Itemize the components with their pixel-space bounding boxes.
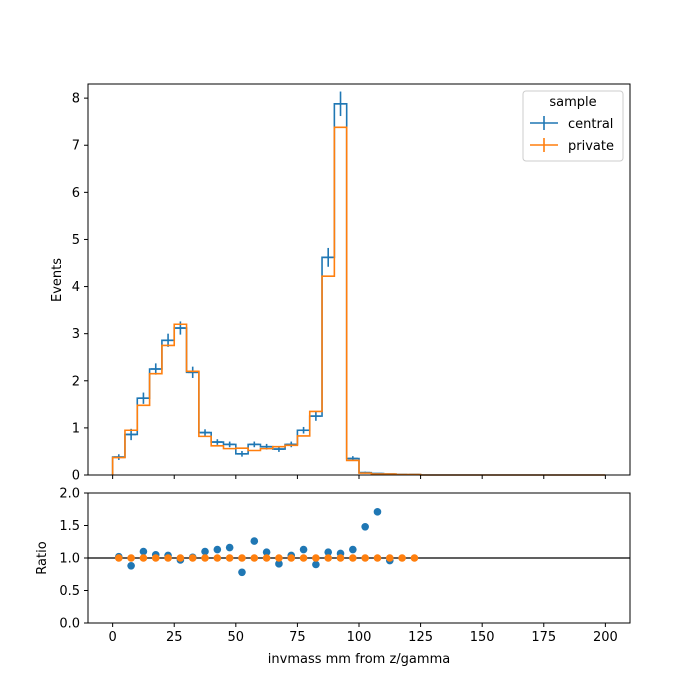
ratio-x-tick-label: 150: [470, 630, 495, 645]
legend-entry-private: private: [530, 138, 614, 154]
ratio-point-central: [127, 562, 135, 570]
ratio-point-central: [299, 545, 308, 554]
ratio-point-central: [238, 568, 246, 577]
ratio-point-central: [361, 523, 369, 531]
main-y-tick-label: 4: [72, 280, 80, 295]
ratio-x-tick-label: 50: [228, 630, 245, 645]
ratio-y-tick-label: 1.5: [59, 519, 80, 534]
ratio-point-private: [213, 554, 222, 562]
ratio-point-private: [275, 554, 283, 562]
ratio-point-private: [324, 554, 333, 562]
ratio-point-private: [250, 554, 259, 562]
ratio-point-private: [361, 554, 369, 562]
main-y-tick-label: 8: [72, 92, 80, 107]
ratio-point-central: [201, 547, 209, 556]
ratio-point-private: [201, 554, 209, 562]
ratio-y-tick-label: 1.0: [59, 552, 80, 567]
main-plot-marks: [111, 91, 606, 476]
main-y-tick-label: 6: [72, 186, 80, 201]
ratio-point-private: [139, 554, 148, 562]
ratio-point-private: [336, 554, 345, 562]
ratio-point-central: [275, 560, 283, 568]
main-y-axis-label: Events: [50, 258, 65, 302]
main-y-tick-label: 2: [72, 374, 80, 389]
ratio-point-private: [225, 554, 234, 562]
main-x-axis: [112, 475, 606, 479]
ratio-point-central: [213, 545, 222, 554]
ratio-point-central: [349, 545, 357, 554]
legend-entry-central: central: [530, 116, 613, 132]
ratio-x-axis: 0 25 50 75 100 125 150 175 200: [108, 623, 618, 645]
ratio-point-central: [250, 537, 259, 545]
ratio-x-tick-label: 100: [347, 630, 372, 645]
ratio-y-axis-label: Ratio: [35, 541, 50, 574]
ratio-point-private: [151, 554, 160, 562]
x-axis-label: invmass mm from z/gamma: [268, 652, 450, 667]
histogram-step-private: [111, 126, 606, 476]
ratio-point-central: [324, 548, 333, 556]
ratio-y-tick-label: 2.0: [59, 487, 80, 502]
ratio-point-central: [225, 543, 234, 552]
main-y-tick-label: 0: [72, 469, 80, 484]
ratio-point-private: [287, 554, 296, 562]
ratio-point-private: [349, 554, 357, 562]
legend-label-private: private: [568, 139, 614, 154]
ratio-point-private: [398, 554, 406, 562]
ratio-point-central: [312, 560, 320, 569]
ratio-point-private: [312, 554, 320, 562]
ratio-y-tick-label: 0.5: [59, 584, 80, 599]
ratio-point-private: [373, 554, 382, 562]
main-y-axis: 0 1 2 3 4 5 6 7 8: [72, 92, 88, 484]
legend-title: sample: [549, 95, 596, 110]
ratio-point-private: [176, 554, 185, 562]
ratio-x-tick-label: 200: [593, 630, 618, 645]
main-y-tick-label: 3: [72, 327, 80, 342]
ratio-x-tick-label: 175: [531, 630, 556, 645]
ratio-plot-panel: 0.0 0.5 1.0 1.5 2.0 0 25 50 75 100 125 150 175 200 R…: [35, 487, 631, 667]
main-y-tick-label: 5: [72, 233, 80, 248]
ratio-point-private: [410, 554, 419, 562]
main-y-tick-label: 7: [72, 139, 80, 154]
ratio-point-private: [188, 554, 197, 562]
ratio-point-private: [385, 554, 394, 562]
ratio-point-central: [262, 548, 271, 556]
ratio-y-axis: 0.0 0.5 1.0 1.5 2.0: [59, 487, 88, 632]
ratio-point-private: [164, 554, 172, 562]
ratio-y-tick-label: 0.0: [59, 617, 80, 632]
ratio-point-private: [299, 554, 308, 562]
ratio-point-private: [262, 554, 271, 562]
ratio-point-private: [114, 554, 123, 562]
legend-label-central: central: [568, 117, 613, 132]
ratio-x-tick-label: 125: [408, 630, 433, 645]
legend-box: [522, 90, 624, 162]
ratio-plot-marks: [88, 508, 630, 577]
ratio-point-central: [139, 547, 148, 556]
main-y-tick-label: 1: [72, 421, 80, 436]
ratio-point-private: [127, 554, 135, 562]
ratio-x-tick-label: 75: [289, 630, 306, 645]
legend: sample central private: [522, 90, 624, 162]
ratio-point-central: [373, 508, 382, 516]
ratio-x-tick-label: 25: [166, 630, 183, 645]
main-plot-panel: 0 1 2 3 4 5 6 7 8 Events sample central private: [50, 83, 631, 484]
ratio-x-tick-label: 0: [108, 630, 116, 645]
ratio-point-private: [238, 554, 246, 562]
